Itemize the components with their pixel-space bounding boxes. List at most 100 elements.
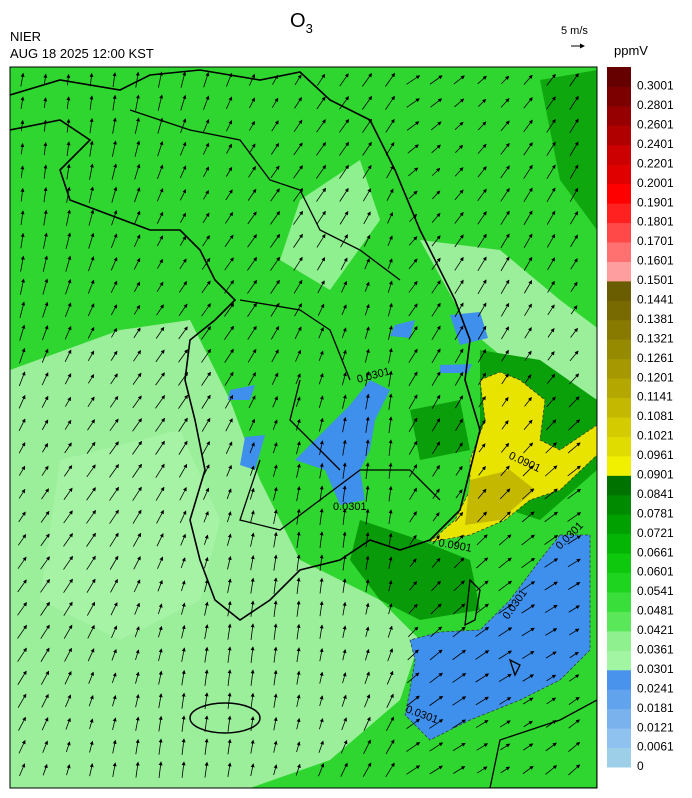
wind-arrow	[569, 141, 579, 157]
wind-arrow	[501, 420, 509, 430]
low-zone	[420, 240, 597, 400]
wind-arrow	[89, 117, 94, 134]
wind-arrow	[523, 164, 533, 179]
wind-arrow	[248, 372, 256, 386]
map-frame	[9, 66, 598, 789]
wind-arrow	[408, 280, 418, 293]
wind-arrow	[431, 144, 441, 154]
wind-arrow	[41, 717, 49, 731]
wind-arrow	[362, 72, 373, 87]
wind-arrow	[63, 464, 73, 477]
wind-arrow	[364, 348, 370, 363]
wind-arrow	[180, 71, 187, 88]
wind-arrow	[567, 442, 581, 454]
wind-arrow	[110, 578, 118, 593]
wind-arrow	[89, 72, 94, 87]
wind-arrow	[406, 672, 420, 684]
wind-arrow	[180, 141, 187, 156]
wind-arrow	[293, 119, 303, 132]
wind-arrow	[42, 443, 49, 453]
wind-arrow	[294, 96, 302, 109]
wind-arrow	[87, 396, 95, 408]
wind-arrow	[112, 94, 117, 111]
wind-arrow	[476, 534, 488, 546]
wind-arrow	[204, 669, 209, 686]
wind-arrow	[408, 167, 419, 177]
wind-arrow	[429, 75, 443, 85]
wind-arrow	[293, 279, 303, 294]
wind-arrow	[158, 693, 163, 709]
wind-arrow	[432, 512, 440, 522]
wind-arrow	[477, 302, 487, 318]
wind-arrow	[453, 580, 465, 592]
wind-arrow	[158, 71, 163, 88]
wind-arrow	[295, 349, 302, 362]
wind-arrow	[271, 372, 279, 385]
wind-arrow	[66, 764, 71, 776]
wind-arrow	[340, 234, 348, 248]
wind-arrow	[40, 510, 50, 523]
wind-arrow	[569, 73, 579, 87]
colorbar-box	[607, 514, 631, 535]
wind-arrow	[319, 671, 324, 684]
wind-arrow	[66, 141, 71, 157]
wind-arrow	[201, 417, 211, 432]
wind-arrow	[271, 97, 279, 108]
wind-arrow	[342, 648, 347, 661]
wind-arrow	[409, 534, 417, 545]
wind-arrow	[500, 302, 510, 317]
wind-arrow	[224, 325, 234, 340]
wind-arrow	[388, 325, 393, 340]
colorbar-box	[607, 105, 631, 126]
wind-arrow	[406, 718, 421, 730]
wind-arrow	[271, 349, 279, 363]
wind-arrow	[18, 371, 26, 387]
wind-arrow	[65, 232, 72, 249]
wind-arrow	[454, 325, 464, 341]
wind-arrow	[362, 188, 372, 202]
wind-arrow	[316, 233, 326, 248]
wind-arrow	[316, 164, 327, 179]
wind-arrow	[342, 439, 347, 456]
wind-arrow	[135, 649, 140, 661]
wind-arrow	[523, 743, 534, 751]
wind-arrow	[454, 234, 464, 248]
wind-arrow	[319, 624, 324, 639]
wind-arrow	[293, 165, 303, 179]
colorbar-box	[607, 553, 631, 574]
wind-arrow	[318, 372, 324, 385]
wind-arrow	[203, 487, 210, 500]
wind-arrow	[63, 555, 73, 570]
wind-arrow	[18, 739, 26, 754]
wind-arrow	[477, 511, 488, 523]
wind-arrow	[156, 533, 164, 547]
wind-arrow	[341, 327, 347, 339]
wind-arrow	[318, 350, 324, 361]
colorbar-label: 0.1321	[637, 331, 674, 345]
wind-arrow	[132, 463, 142, 478]
colorbar-label: 0.1081	[637, 409, 674, 423]
wind-arrow	[316, 96, 326, 110]
wind-arrow	[318, 327, 324, 339]
wind-arrow	[522, 465, 534, 477]
low-zone	[280, 160, 380, 290]
wind-arrow	[157, 579, 163, 592]
wind-arrow	[156, 509, 164, 524]
wind-arrow	[454, 167, 464, 177]
wind-arrow	[477, 211, 487, 225]
wind-arrow	[569, 651, 579, 659]
wind-arrow	[181, 602, 186, 615]
wind-arrow	[88, 256, 95, 272]
wind-arrow	[429, 695, 444, 706]
wind-arrow	[546, 396, 556, 408]
contour-label: 0.0901	[437, 537, 472, 555]
wind-arrow	[88, 232, 95, 249]
wind-arrow	[317, 303, 325, 316]
wind-arrow	[544, 488, 558, 500]
wind-arrow	[43, 73, 48, 86]
wind-arrow	[406, 742, 421, 752]
colorbar-box	[607, 533, 631, 554]
wind-arrow	[89, 763, 94, 777]
wind-arrow	[388, 603, 393, 615]
wind-arrow	[568, 605, 580, 613]
